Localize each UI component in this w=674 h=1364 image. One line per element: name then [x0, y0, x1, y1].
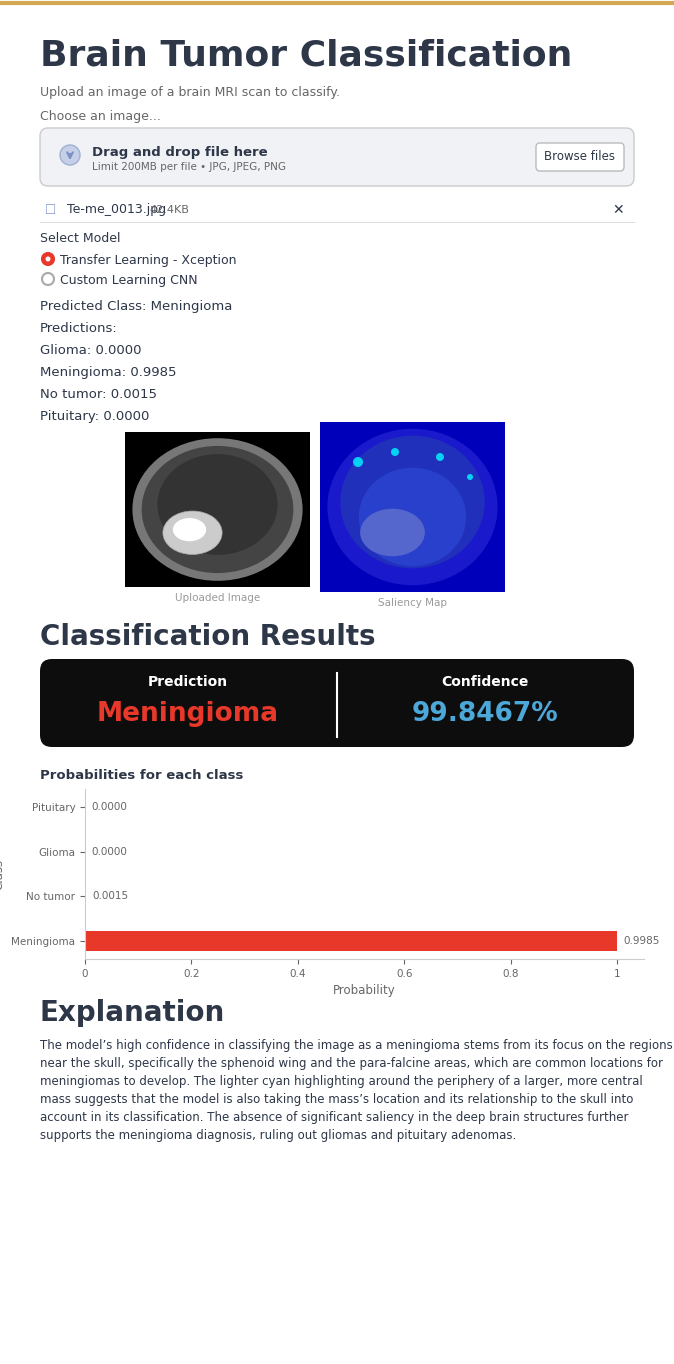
- Ellipse shape: [132, 438, 303, 581]
- Text: Upload an image of a brain MRI scan to classify.: Upload an image of a brain MRI scan to c…: [40, 86, 340, 100]
- Text: ✕: ✕: [613, 203, 624, 217]
- Circle shape: [60, 145, 80, 165]
- Text: Drag and drop file here: Drag and drop file here: [92, 146, 268, 160]
- Circle shape: [467, 475, 473, 480]
- Ellipse shape: [328, 428, 497, 585]
- Text: Pituitary: 0.0000: Pituitary: 0.0000: [40, 411, 150, 423]
- Y-axis label: Class: Class: [0, 858, 5, 889]
- Text: Te-me_0013.jpg: Te-me_0013.jpg: [67, 203, 166, 217]
- FancyBboxPatch shape: [40, 128, 634, 186]
- Text: Glioma: 0.0000: Glioma: 0.0000: [40, 344, 142, 357]
- Text: 42.4KB: 42.4KB: [149, 205, 189, 216]
- Text: ☐: ☐: [45, 203, 56, 217]
- Text: Probabilities for each class: Probabilities for each class: [40, 769, 243, 782]
- Text: The model’s high confidence in classifying the image as a meningioma stems from : The model’s high confidence in classifyi…: [40, 1039, 673, 1052]
- Text: Brain Tumor Classification: Brain Tumor Classification: [40, 38, 572, 72]
- Circle shape: [353, 457, 363, 466]
- Text: 0.0000: 0.0000: [92, 802, 127, 812]
- Text: Classification Results: Classification Results: [40, 623, 375, 651]
- Ellipse shape: [163, 512, 222, 554]
- Text: mass suggests that the model is also taking the mass’s location and its relation: mass suggests that the model is also tak…: [40, 1093, 634, 1106]
- Circle shape: [46, 256, 51, 262]
- Text: Browse files: Browse files: [545, 150, 615, 164]
- Circle shape: [42, 252, 54, 265]
- Text: Explanation: Explanation: [40, 998, 225, 1027]
- Text: Meningioma: Meningioma: [97, 701, 279, 727]
- Text: Transfer Learning - Xception: Transfer Learning - Xception: [60, 254, 237, 267]
- Circle shape: [42, 273, 54, 285]
- Text: No tumor: 0.0015: No tumor: 0.0015: [40, 387, 157, 401]
- Text: Predictions:: Predictions:: [40, 322, 118, 336]
- Text: account in its classification. The absence of significant saliency in the deep b: account in its classification. The absen…: [40, 1112, 628, 1124]
- Text: Saliency Map: Saliency Map: [378, 597, 447, 608]
- Text: Choose an image...: Choose an image...: [40, 110, 161, 123]
- Ellipse shape: [340, 435, 485, 569]
- Ellipse shape: [157, 454, 278, 555]
- X-axis label: Probability: Probability: [333, 985, 396, 997]
- Text: near the skull, specifically the sphenoid wing and the para-falcine areas, which: near the skull, specifically the sphenoi…: [40, 1057, 663, 1069]
- FancyBboxPatch shape: [536, 143, 624, 170]
- Text: 0.9985: 0.9985: [623, 936, 659, 947]
- Ellipse shape: [359, 468, 466, 566]
- Bar: [85, 932, 617, 951]
- Text: 0.0015: 0.0015: [92, 892, 128, 902]
- Text: Prediction: Prediction: [148, 675, 228, 689]
- Text: 0.0000: 0.0000: [92, 847, 127, 857]
- Ellipse shape: [173, 518, 206, 542]
- Text: 99.8467%: 99.8467%: [412, 701, 558, 727]
- Text: Meningioma: 0.9985: Meningioma: 0.9985: [40, 366, 177, 379]
- FancyBboxPatch shape: [40, 659, 634, 747]
- Circle shape: [436, 453, 444, 461]
- Text: Uploaded Image: Uploaded Image: [175, 593, 260, 603]
- Text: Limit 200MB per file • JPG, JPEG, PNG: Limit 200MB per file • JPG, JPEG, PNG: [92, 162, 286, 172]
- Text: Predicted Class: Meningioma: Predicted Class: Meningioma: [40, 300, 233, 312]
- Text: Confidence: Confidence: [441, 675, 528, 689]
- Bar: [85, 887, 86, 907]
- Bar: [320, 421, 505, 592]
- Text: meningiomas to develop. The lighter cyan highlighting around the periphery of a : meningiomas to develop. The lighter cyan…: [40, 1075, 643, 1088]
- Ellipse shape: [142, 446, 293, 573]
- Circle shape: [391, 447, 399, 456]
- Ellipse shape: [360, 509, 425, 557]
- Text: supports the meningioma diagnosis, ruling out gliomas and pituitary adenomas.: supports the meningioma diagnosis, rulin…: [40, 1129, 516, 1142]
- Text: Custom Learning CNN: Custom Learning CNN: [60, 274, 197, 286]
- Bar: [125, 432, 310, 587]
- Text: Select Model: Select Model: [40, 232, 121, 246]
